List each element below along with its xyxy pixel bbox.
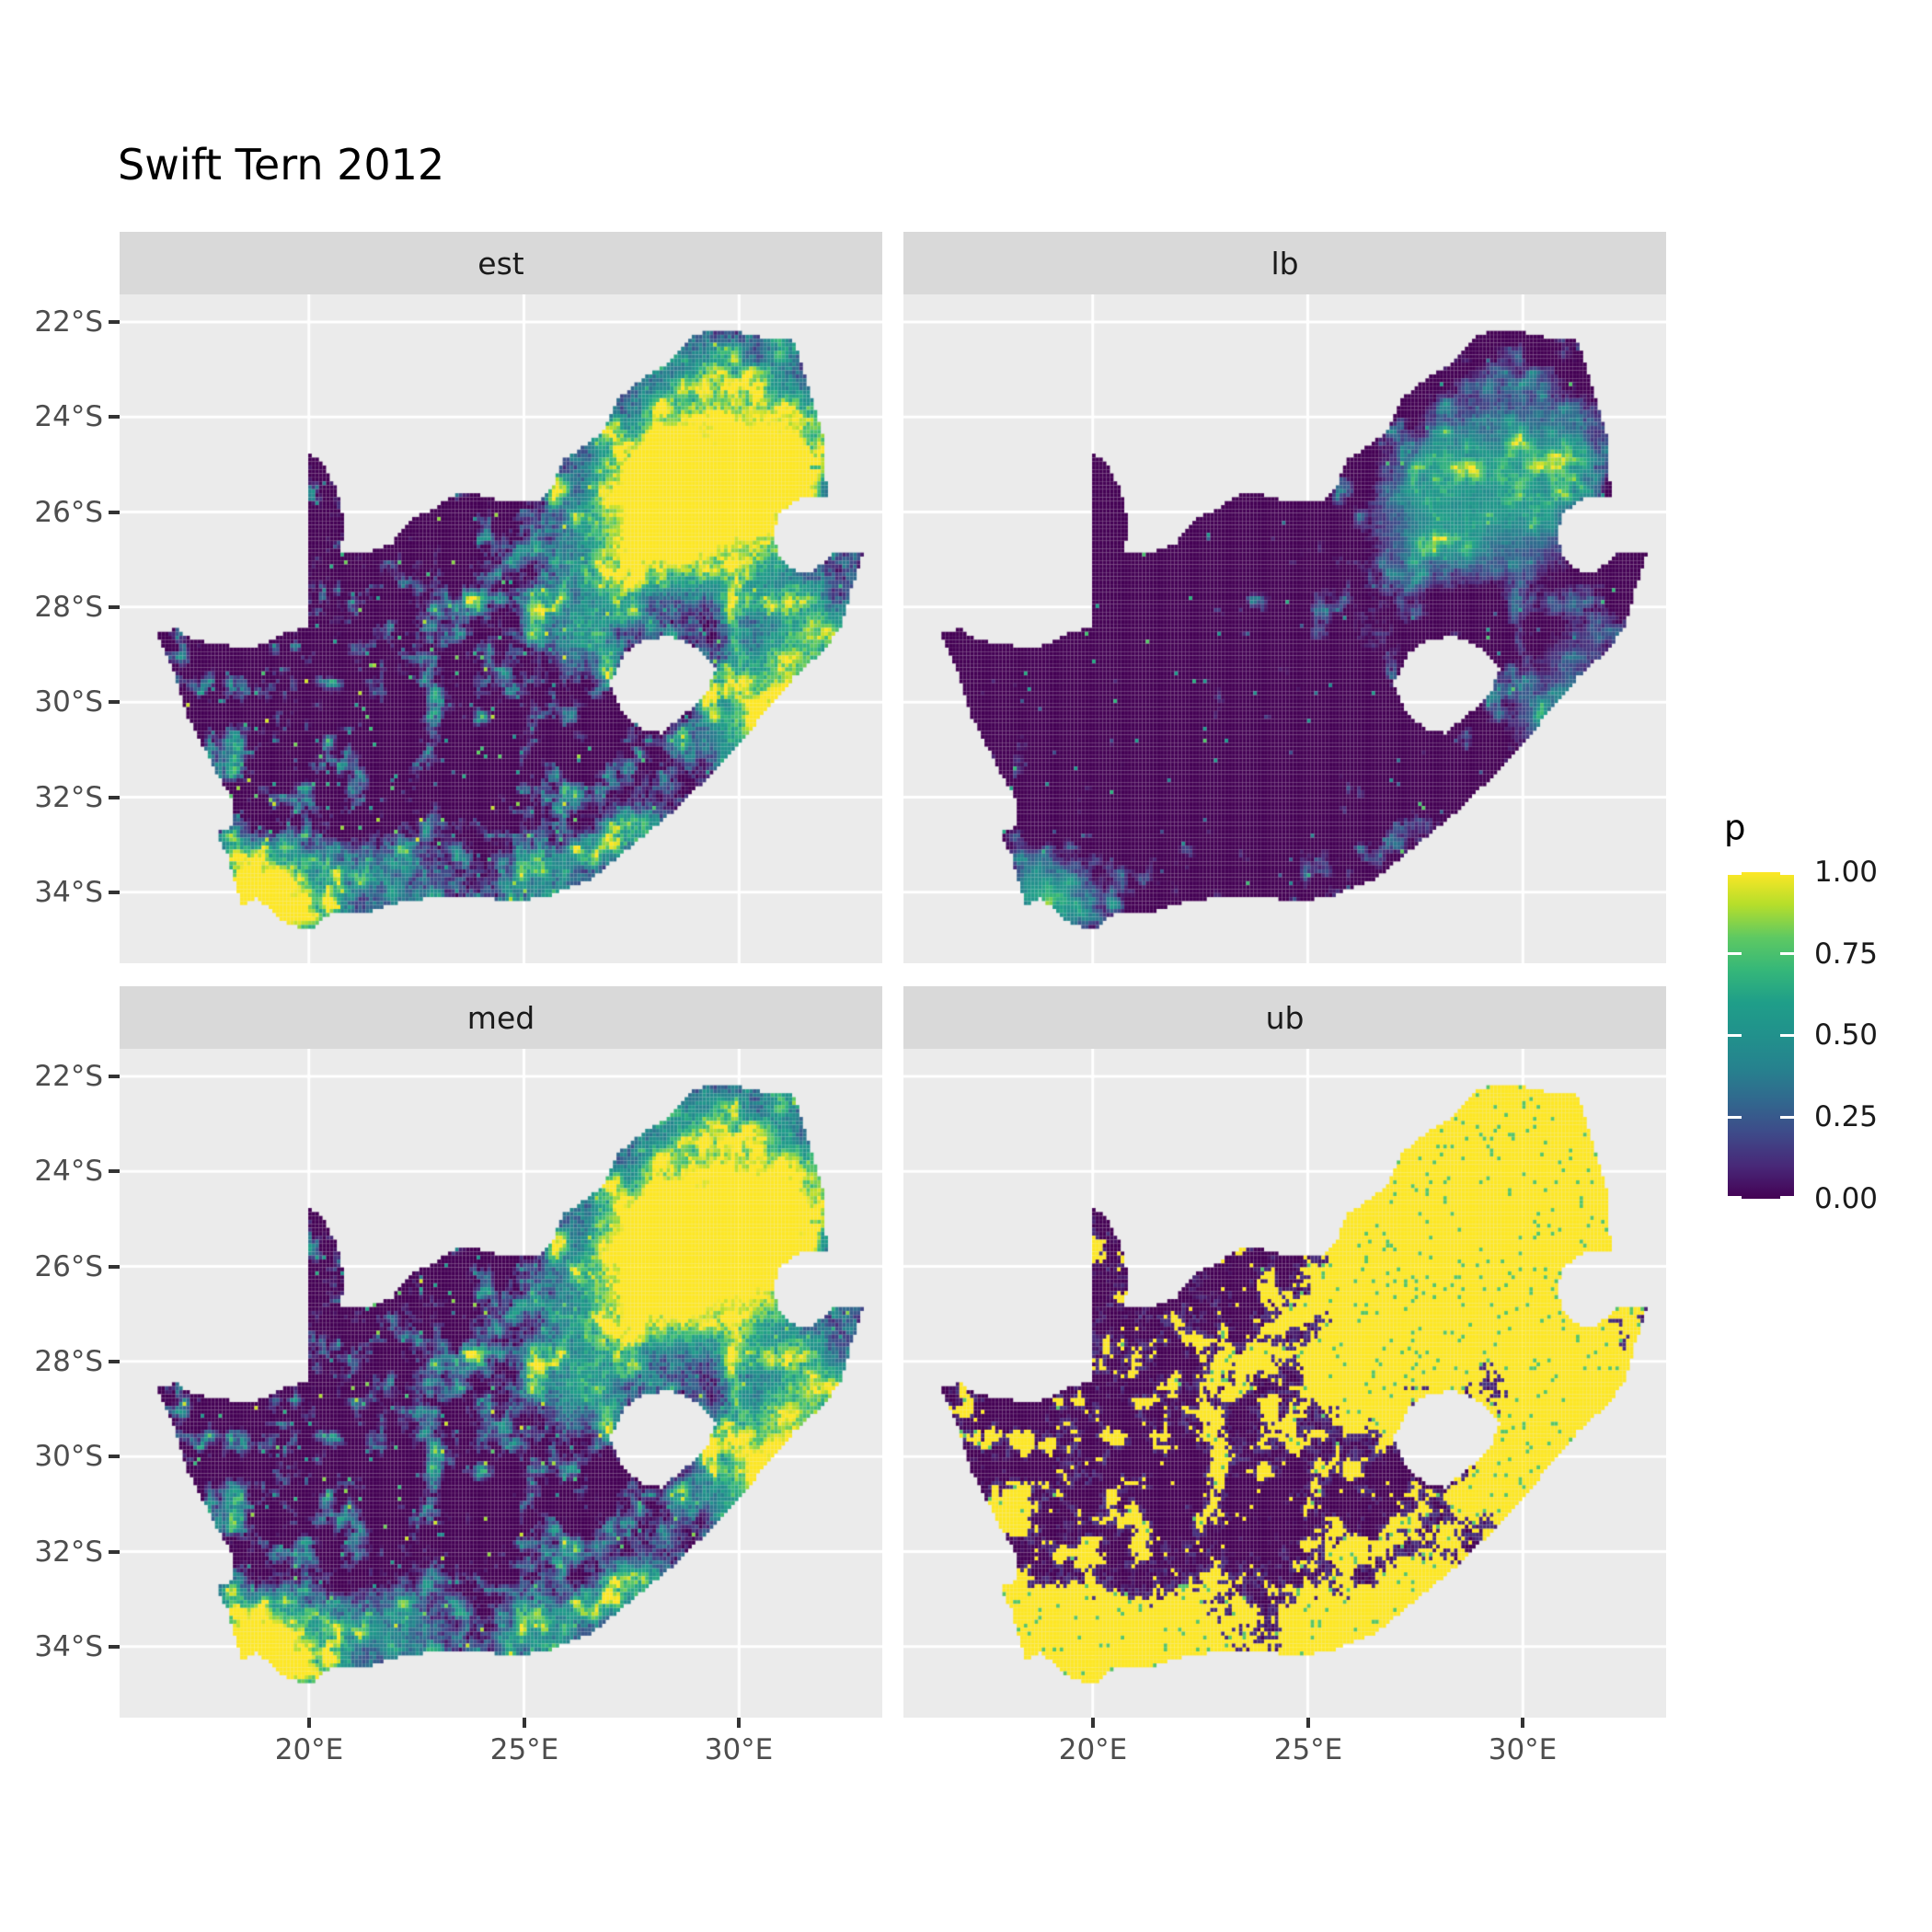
y-tick-mark [109, 891, 120, 894]
x-tick-label: 30°E [704, 1733, 774, 1766]
facet-strip-label: med [466, 999, 535, 1036]
x-tick-label: 20°E [1058, 1733, 1128, 1766]
y-tick-label: 26°S [34, 1250, 103, 1283]
colorbar-tick [1780, 1116, 1794, 1119]
colorbar-tick [1728, 1034, 1742, 1037]
y-tick-label: 22°S [34, 1060, 103, 1093]
y-tick-label: 30°S [34, 685, 103, 719]
x-tick-label: 25°E [1273, 1733, 1343, 1766]
y-tick-mark [109, 1265, 120, 1269]
facet-strip-lb: lb [903, 232, 1666, 294]
y-tick-label: 24°S [34, 400, 103, 433]
y-tick-label: 32°S [34, 1535, 103, 1569]
y-tick-label: 26°S [34, 496, 103, 529]
y-tick-mark [109, 415, 120, 419]
x-tick-mark [523, 1718, 526, 1728]
x-tick-mark [1306, 1718, 1310, 1728]
x-tick-label: 20°E [274, 1733, 344, 1766]
colorbar-tick [1728, 1196, 1742, 1199]
y-tick-label: 28°S [34, 1345, 103, 1378]
x-tick-mark [307, 1718, 311, 1728]
legend-label: 0.00 [1814, 1182, 1879, 1215]
colorbar-tick [1780, 1196, 1794, 1199]
y-tick-label: 22°S [34, 305, 103, 339]
colorbar-tick [1780, 1034, 1794, 1037]
y-tick-label: 28°S [34, 591, 103, 624]
map-panel-med [120, 1049, 882, 1718]
colorbar-tick [1780, 952, 1794, 955]
x-tick-label: 30°E [1488, 1733, 1558, 1766]
x-tick-label: 25°E [489, 1733, 559, 1766]
x-tick-mark [1091, 1718, 1095, 1728]
map-panel-ub [903, 1049, 1666, 1718]
y-tick-mark [109, 1169, 120, 1173]
facet-strip-est: est [120, 232, 882, 294]
y-tick-mark [109, 1075, 120, 1078]
legend-label: 0.50 [1814, 1018, 1879, 1052]
facet-strip-label: est [477, 245, 524, 282]
y-tick-label: 34°S [34, 876, 103, 909]
plot-title: Swift Tern 2012 [118, 140, 445, 190]
y-tick-mark [109, 1360, 120, 1363]
map-panel-lb [903, 294, 1666, 963]
facet-strip-label: ub [1265, 999, 1305, 1036]
colorbar-tick [1780, 872, 1794, 875]
y-tick-mark [109, 1645, 120, 1649]
legend-label: 0.75 [1814, 937, 1879, 971]
map-panel-est [120, 294, 882, 963]
x-tick-mark [1521, 1718, 1524, 1728]
facet-strip-label: lb [1271, 245, 1299, 282]
legend-title: p [1724, 808, 1746, 847]
legend-label: 1.00 [1814, 856, 1879, 889]
y-tick-mark [109, 1550, 120, 1554]
x-tick-mark [737, 1718, 741, 1728]
y-tick-label: 34°S [34, 1630, 103, 1663]
facet-strip-med: med [120, 986, 882, 1049]
y-tick-mark [109, 1455, 120, 1458]
y-tick-mark [109, 796, 120, 799]
y-tick-mark [109, 700, 120, 704]
y-tick-label: 24°S [34, 1155, 103, 1188]
y-tick-label: 30°S [34, 1440, 103, 1473]
legend-label: 0.25 [1814, 1100, 1879, 1133]
y-tick-mark [109, 605, 120, 609]
y-tick-mark [109, 511, 120, 514]
colorbar-tick [1728, 1116, 1742, 1119]
y-tick-mark [109, 320, 120, 324]
colorbar-tick [1728, 952, 1742, 955]
facet-strip-ub: ub [903, 986, 1666, 1049]
colorbar-tick [1728, 872, 1742, 875]
y-tick-label: 32°S [34, 781, 103, 814]
